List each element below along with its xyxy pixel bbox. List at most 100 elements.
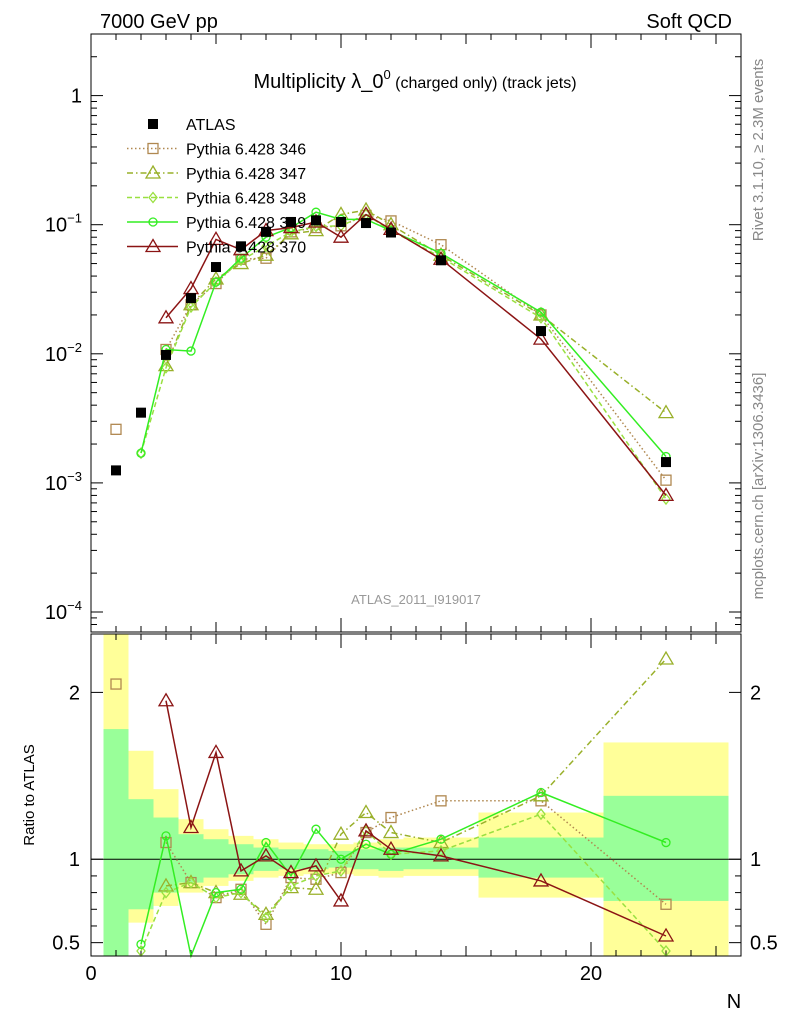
data-point <box>211 277 221 287</box>
ratio-y-tick-label: 2 <box>69 682 80 704</box>
main-axes: 1 10−1 10−2 10−3 10−4 <box>45 33 741 633</box>
chart-title-main: Multiplicity λ_0 <box>253 71 383 93</box>
band-green <box>203 839 229 878</box>
series-p347-main <box>157 201 675 419</box>
series-atlas-main <box>111 215 671 476</box>
series-line <box>140 791 667 959</box>
data-point <box>536 307 546 317</box>
legend-marker <box>148 119 158 129</box>
y-tick-label: 10−2 <box>45 340 82 366</box>
data-point <box>532 872 550 887</box>
legend-label: Pythia 6.428 348 <box>186 191 306 208</box>
chart-title: Multiplicity λ_00 (charged only) (track … <box>253 67 576 93</box>
band-green <box>478 837 604 878</box>
data-point <box>532 330 550 345</box>
legend-label: Pythia 6.428 346 <box>186 142 306 159</box>
data-point <box>186 293 196 304</box>
data-point <box>657 650 675 665</box>
header-right: Soft QCD <box>646 11 732 33</box>
series-line <box>165 700 667 937</box>
band-green <box>103 729 129 956</box>
data-point <box>385 811 397 824</box>
data-point <box>661 492 671 506</box>
data-point <box>432 847 450 862</box>
series-line <box>140 213 667 500</box>
data-point <box>361 218 371 229</box>
data-point <box>261 911 271 924</box>
rivet-label: Rivet 3.1.10, ≥ 2.3M events <box>750 59 767 242</box>
ratio-y-tick-label-right: 0.5 <box>750 933 778 955</box>
data-point <box>161 349 171 360</box>
uncertainty-bands <box>103 634 729 956</box>
data-point <box>157 877 175 892</box>
legend-marker <box>147 142 159 155</box>
data-point <box>260 918 272 930</box>
data-point <box>336 854 346 864</box>
data-point <box>536 326 546 337</box>
ratio-y-tick-label-right: 1 <box>750 849 761 871</box>
data-point <box>261 240 271 253</box>
series-p370-ratio <box>157 692 675 942</box>
data-point <box>310 873 322 885</box>
data-point <box>286 879 296 892</box>
legend-entry-atlas: ATLAS <box>148 117 236 134</box>
data-point <box>307 222 325 237</box>
data-point <box>211 887 221 898</box>
legend: ATLAS Pythia 6.428 346 Pythia 6.428 347 Pyt… <box>127 117 306 257</box>
ratio-axes: 0 10 20 0.5 0.5 1 1 2 2 <box>52 634 778 985</box>
y-tick-label: 10−3 <box>45 469 82 495</box>
data-point <box>307 880 325 895</box>
data-point <box>311 824 321 834</box>
plot-frames <box>90 33 742 957</box>
data-point <box>261 226 271 237</box>
data-point <box>536 787 546 798</box>
analysis-label: ATLAS_2011_I919017 <box>351 592 481 607</box>
data-point <box>236 884 246 894</box>
data-point <box>311 869 321 882</box>
data-point <box>332 228 350 243</box>
data-point <box>161 886 171 899</box>
data-point <box>161 831 171 841</box>
y-tick-label: 10−4 <box>45 598 82 624</box>
ratio-frame <box>90 633 742 957</box>
chart-title-sub: (charged only) (track jets) <box>391 75 577 92</box>
legend-entry-p349: Pythia 6.428 349 <box>127 215 306 232</box>
series-line <box>165 658 667 916</box>
data-point <box>157 309 175 324</box>
legend-entry-p347: Pythia 6.428 347 <box>127 164 306 183</box>
data-point <box>336 864 346 877</box>
mcplots-label: mcplots.cern.ch [arXiv:1306.3436] <box>750 373 767 600</box>
data-point <box>186 301 196 314</box>
data-point <box>157 692 175 707</box>
data-point <box>236 254 246 267</box>
legend-label: ATLAS <box>186 117 236 134</box>
series-p349-ratio <box>136 787 671 959</box>
legend-marker <box>148 217 158 227</box>
ratio-y-tick-label: 1 <box>69 849 80 871</box>
legend-marker <box>148 191 158 204</box>
legend-entry-p370: Pythia 6.428 370 <box>127 238 306 257</box>
band-green <box>128 799 154 910</box>
ratio-y-tick-label: 0.5 <box>52 933 80 955</box>
header-left: 7000 GeV pp <box>100 11 218 33</box>
data-point <box>336 216 346 227</box>
data-point <box>661 457 671 468</box>
data-point <box>660 474 672 486</box>
chart-title-sup: 0 <box>383 67 390 82</box>
data-point <box>261 837 271 848</box>
data-point <box>332 825 350 840</box>
main-frame <box>90 33 742 633</box>
x-tick-label: 0 <box>85 963 96 985</box>
legend-label: Pythia 6.428 370 <box>186 240 306 257</box>
data-point <box>436 255 446 266</box>
data-point <box>236 886 246 899</box>
legend-marker <box>144 238 162 253</box>
x-tick-label: 10 <box>330 963 352 985</box>
data-point <box>161 361 171 374</box>
data-point <box>207 231 225 246</box>
data-point <box>236 241 246 252</box>
data-point <box>386 227 396 238</box>
data-point <box>257 246 275 261</box>
data-point <box>357 822 375 837</box>
